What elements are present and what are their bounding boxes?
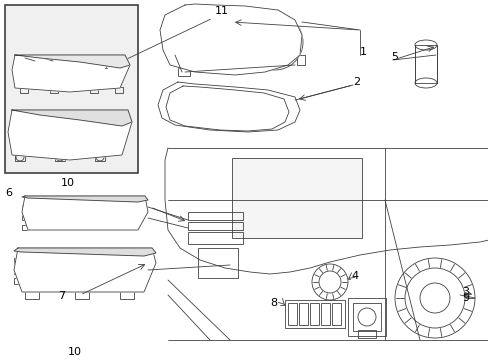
Bar [285, 300, 345, 328]
Bar [187, 212, 243, 220]
Text: 8: 8 [269, 298, 277, 308]
Bar [231, 158, 361, 238]
Bar [178, 68, 190, 76]
Bar [357, 330, 375, 338]
Text: 2: 2 [352, 77, 359, 87]
Polygon shape [160, 4, 302, 75]
Bar [14, 268, 19, 274]
Bar [414, 45, 436, 83]
Bar [95, 154, 105, 161]
Text: 7: 7 [58, 291, 65, 301]
Bar [86, 255, 110, 281]
Bar [298, 303, 307, 325]
Bar [5, 5, 138, 173]
Text: 9: 9 [461, 293, 468, 303]
Bar [331, 303, 340, 325]
Bar [287, 303, 296, 325]
Bar [25, 68, 40, 80]
Bar [14, 258, 19, 264]
Bar [229, 32, 258, 48]
Polygon shape [14, 248, 156, 256]
Bar [352, 303, 380, 331]
Bar [198, 248, 238, 278]
Bar [117, 255, 141, 281]
Polygon shape [15, 55, 130, 68]
Bar [25, 291, 39, 299]
Bar [320, 303, 329, 325]
Polygon shape [12, 55, 130, 92]
Bar [80, 66, 105, 81]
Text: 6: 6 [5, 188, 12, 198]
Bar [296, 55, 305, 65]
Bar [50, 67, 70, 81]
Text: 3: 3 [461, 287, 468, 297]
Text: 10: 10 [68, 347, 82, 357]
Bar [50, 87, 58, 93]
Polygon shape [22, 196, 148, 202]
Bar [309, 303, 318, 325]
Bar [347, 298, 385, 336]
Text: 4: 4 [350, 271, 357, 281]
Bar [22, 225, 27, 230]
Bar [22, 215, 27, 220]
Bar [117, 202, 139, 222]
Bar [22, 205, 27, 210]
Bar [90, 87, 98, 93]
Bar [115, 87, 123, 93]
Polygon shape [8, 110, 132, 160]
Polygon shape [12, 110, 132, 126]
Polygon shape [22, 196, 148, 230]
Bar [30, 202, 52, 222]
Bar [20, 87, 28, 93]
Text: 10: 10 [61, 178, 75, 188]
Bar [187, 232, 243, 244]
Text: 1: 1 [359, 47, 366, 57]
Bar [14, 278, 19, 284]
Polygon shape [14, 248, 156, 292]
Text: 5: 5 [390, 52, 397, 62]
Bar [24, 255, 48, 281]
Bar [120, 291, 134, 299]
Bar [75, 291, 89, 299]
Bar [59, 202, 81, 222]
Bar [15, 154, 25, 161]
Text: 11: 11 [215, 6, 228, 16]
Bar [55, 154, 65, 161]
Bar [55, 255, 79, 281]
Bar [88, 202, 110, 222]
Bar [187, 222, 243, 230]
Polygon shape [158, 82, 299, 132]
